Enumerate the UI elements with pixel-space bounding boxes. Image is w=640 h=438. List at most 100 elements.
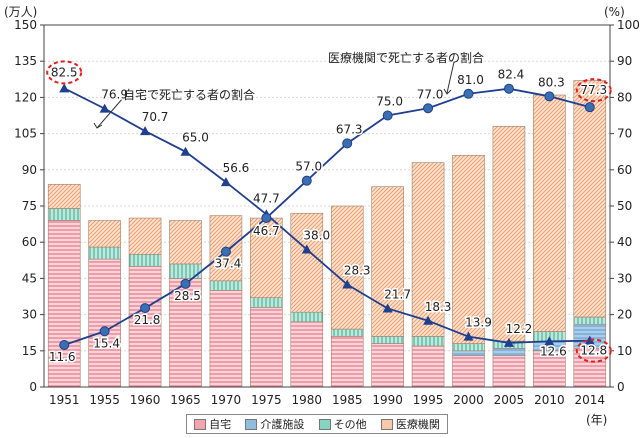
marker-home [301, 244, 312, 254]
highlight-1951-home [46, 60, 83, 85]
bar-home [250, 307, 283, 388]
marker-hospital [382, 110, 393, 121]
label-home: 65.0 [182, 131, 209, 145]
bar-hospital [169, 220, 202, 265]
annotation-arrow-hospital [443, 88, 452, 95]
marker-hospital [99, 326, 110, 337]
label-home: 21.7 [384, 287, 411, 301]
marker-home [99, 103, 110, 113]
bar-other [169, 263, 202, 279]
bars [47, 80, 607, 388]
right-tick-label: 20 [617, 308, 632, 322]
legend-item-care: 介護施設 [245, 416, 304, 432]
left-tick-label: 45 [22, 271, 37, 285]
marker-hospital [544, 91, 555, 102]
marker-home [463, 331, 474, 341]
bar-home [533, 350, 566, 388]
right-tick-label: 0 [617, 380, 625, 394]
right-tick-label: 30 [617, 271, 632, 285]
y-axis-right-label: (%) [604, 5, 625, 19]
x-tick-label: 1985 [332, 393, 363, 407]
legend-label-hospital: 医療機関 [395, 418, 440, 431]
marker-hospital [301, 175, 312, 186]
bar-hospital [371, 186, 404, 337]
legend-label-home: 自宅 [209, 418, 232, 431]
left-tick-label: 90 [22, 163, 37, 177]
label-home: 12.6 [540, 344, 567, 358]
bar-hospital [128, 217, 162, 255]
bar-home [209, 290, 243, 388]
annotation-leader-home [96, 97, 124, 129]
marker-home [423, 315, 434, 325]
right-tick-label: 70 [617, 127, 632, 141]
legend-item-hospital: 医療機関 [380, 416, 440, 432]
label-hospital: 67.3 [336, 122, 363, 136]
marker-home [140, 126, 151, 136]
marker-home [382, 303, 393, 313]
line-home [63, 87, 590, 344]
x-tick-label: 1980 [292, 393, 323, 407]
x-tick-label: 2000 [453, 393, 484, 407]
highlight-2014-hospital [575, 78, 612, 103]
bar-hospital [330, 205, 364, 330]
bar-hospital [88, 220, 121, 248]
y-axis-left-label: (万人) [4, 5, 37, 19]
marker-hospital [503, 83, 514, 94]
label-hospital: 15.4 [93, 336, 120, 350]
bar-other [452, 343, 485, 352]
label-hospital: 77.3 [580, 83, 607, 97]
left-tick-label: 150 [14, 18, 37, 32]
bar-other [88, 246, 121, 260]
left-tick-label: 75 [22, 199, 37, 213]
legend-item-home: 自宅 [194, 416, 231, 432]
legend-label-care: 介護施設 [260, 418, 305, 431]
marker-hospital [342, 138, 353, 149]
legend-item-other: その他 [318, 416, 367, 432]
right-tick-label: 100 [617, 18, 640, 32]
home-line-annotation: 自宅で死亡する者の割合 [123, 87, 255, 102]
bar-care [452, 350, 485, 356]
bar-home [371, 343, 404, 388]
x-tick-label: 1951 [49, 393, 80, 407]
marker-home [180, 146, 191, 156]
legend-label-other: その他 [333, 418, 367, 431]
marker-hospital [423, 103, 434, 114]
legend-swatch-home [194, 418, 207, 430]
legend-swatch-hospital [380, 418, 393, 430]
x-tick-label: 1990 [372, 393, 403, 407]
x-tick-label: 2005 [494, 393, 525, 407]
line-hospital [63, 87, 591, 346]
bar-home [47, 220, 81, 388]
right-tick-label: 40 [617, 235, 632, 249]
bar-care [492, 348, 526, 356]
bar-other [290, 311, 324, 323]
left-tick-label: 60 [22, 235, 37, 249]
x-tick-label: 1975 [251, 393, 282, 407]
label-home: 70.7 [142, 110, 169, 124]
bar-hospital [533, 94, 566, 332]
marker-home [503, 337, 514, 347]
label-hospital: 75.0 [376, 95, 403, 109]
marker-hospital [584, 102, 595, 113]
bar-other [411, 336, 445, 347]
bar-other [573, 316, 607, 325]
label-home: 82.5 [51, 65, 78, 79]
bar-other [250, 297, 283, 308]
marker-home [584, 335, 595, 345]
bar-hospital [250, 217, 283, 299]
bar-home [452, 355, 485, 388]
label-hospital: 21.8 [134, 313, 161, 327]
bar-home [290, 321, 324, 388]
label-home: 12.2 [506, 322, 533, 336]
label-home: 76.9 [101, 88, 128, 102]
lines [59, 61, 595, 351]
marker-hospital [59, 340, 70, 351]
x-tick-label: 1965 [170, 393, 201, 407]
bar-home [128, 266, 162, 388]
marker-hospital [220, 246, 231, 257]
bar-home [492, 355, 526, 388]
legend-swatch-care [245, 418, 258, 430]
right-tick-label: 80 [617, 90, 632, 104]
x-tick-label: 2010 [534, 393, 565, 407]
